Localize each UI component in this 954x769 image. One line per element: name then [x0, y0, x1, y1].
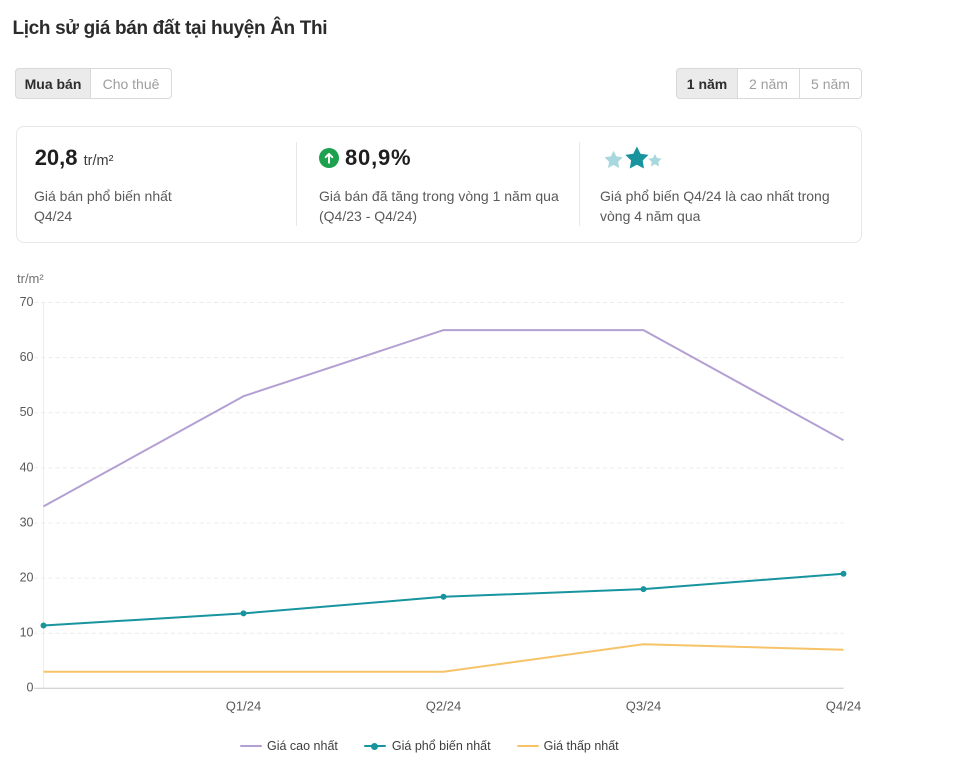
svg-text:40: 40	[20, 460, 34, 474]
svg-text:Q4/24: Q4/24	[826, 699, 861, 714]
svg-text:Q1/24: Q1/24	[226, 699, 261, 714]
svg-text:0: 0	[27, 681, 34, 695]
svg-text:Q3/24: Q3/24	[626, 699, 661, 714]
svg-text:10: 10	[20, 626, 34, 640]
svg-text:20: 20	[20, 571, 34, 585]
svg-text:60: 60	[20, 350, 34, 364]
svg-text:50: 50	[20, 405, 34, 419]
svg-text:tr/m²: tr/m²	[17, 271, 44, 286]
svg-text:30: 30	[20, 515, 34, 529]
svg-text:Q2/24: Q2/24	[426, 699, 461, 714]
svg-text:70: 70	[20, 295, 34, 309]
